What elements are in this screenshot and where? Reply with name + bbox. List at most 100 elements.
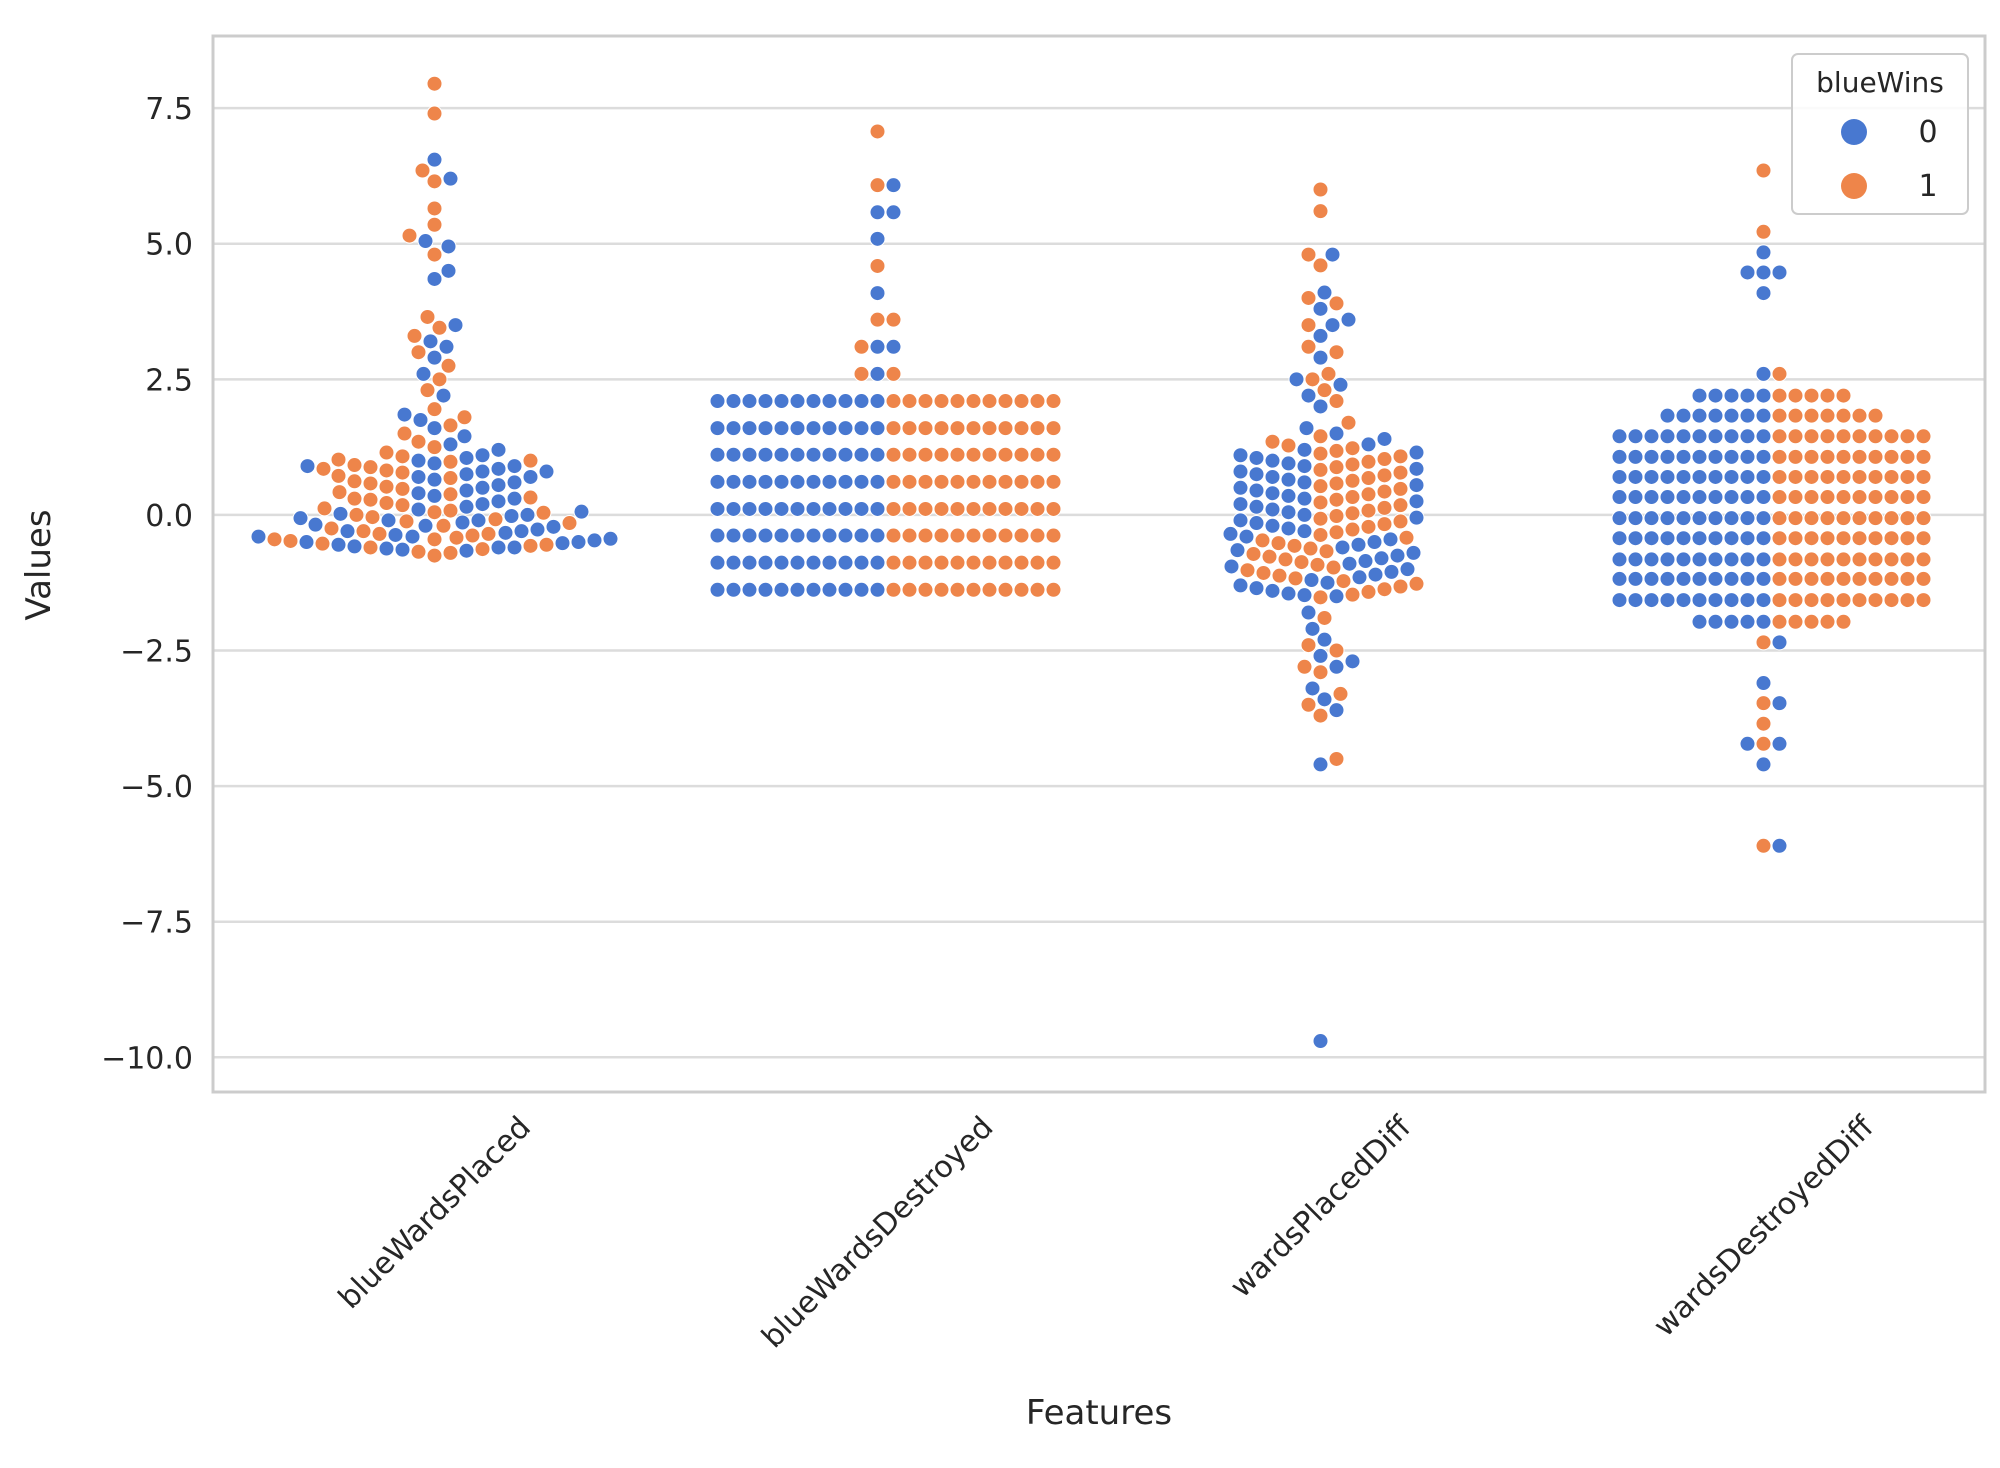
swarm-point — [394, 497, 411, 514]
swarm-point — [1803, 592, 1820, 609]
swarm-point — [442, 453, 459, 470]
swarm-point — [330, 467, 347, 484]
swarm-point — [1312, 428, 1329, 445]
swarm-point — [1408, 493, 1425, 510]
swarm-point — [997, 527, 1014, 544]
swarm-point — [1408, 444, 1425, 461]
swarm-point — [1787, 489, 1804, 506]
swarm-point — [1707, 448, 1724, 465]
swarm-point — [1318, 543, 1335, 560]
swarm-point — [1264, 582, 1281, 599]
swarm-point — [1787, 448, 1804, 465]
swarm-point — [378, 478, 395, 495]
swarm-point — [1627, 551, 1644, 568]
swarm-point — [1867, 510, 1884, 527]
swarm-point — [741, 420, 758, 437]
swarm-point — [1899, 570, 1916, 587]
swarm-point — [1312, 647, 1329, 664]
swarm-point — [757, 473, 774, 490]
swarm-point — [869, 123, 886, 140]
swarm-point — [1296, 506, 1313, 523]
swarm-point — [869, 230, 886, 247]
swarm-point — [869, 393, 886, 410]
swarm-point — [1312, 327, 1329, 344]
swarm-point — [1803, 468, 1820, 485]
swarm-point — [442, 417, 459, 434]
swarm-point — [442, 544, 459, 561]
swarm-point — [1319, 574, 1336, 591]
swarm-point — [933, 527, 950, 544]
swarm-point — [1312, 203, 1329, 220]
swarm-point — [435, 387, 452, 404]
swarm-point — [885, 365, 902, 382]
swarm-point — [933, 473, 950, 490]
swarm-point — [426, 200, 443, 217]
swarm-point — [1316, 284, 1333, 301]
swarm-point — [949, 581, 966, 598]
swarm-point — [1739, 407, 1756, 424]
swarm-point — [1659, 592, 1676, 609]
swarm-point — [1771, 837, 1788, 854]
y-tick-label: −10.0 — [101, 1041, 193, 1076]
swarm-point — [1819, 489, 1836, 506]
swarm-point — [1755, 244, 1772, 261]
swarm-point — [1739, 387, 1756, 404]
swarm-point — [506, 490, 523, 507]
swarm-point — [1344, 456, 1361, 473]
legend-marker — [1841, 173, 1867, 199]
swarm-point — [1899, 530, 1916, 547]
swarm-point — [821, 473, 838, 490]
swarm-point — [431, 319, 448, 336]
swarm-point — [853, 393, 870, 410]
swarm-point — [1360, 518, 1377, 535]
swarm-point — [1819, 551, 1836, 568]
swarm-point — [1755, 634, 1772, 651]
swarm-point — [1296, 441, 1313, 458]
swarm-point — [1392, 464, 1409, 481]
swarm-point — [1312, 756, 1329, 773]
swarm-point — [1312, 664, 1329, 681]
swarm-point — [1376, 430, 1393, 447]
swarm-point — [316, 500, 333, 517]
swarm-point — [346, 473, 363, 490]
swarm-point — [805, 500, 822, 517]
swarm-point — [1270, 535, 1287, 552]
swarm-point — [1819, 592, 1836, 609]
swarm-point — [299, 458, 316, 475]
swarm-point — [490, 441, 507, 458]
swarm-point — [1344, 586, 1361, 603]
swarm-point — [901, 473, 918, 490]
swarm-point — [330, 536, 347, 553]
swarm-point — [1771, 489, 1788, 506]
swarm-point — [362, 491, 379, 508]
swarm-point — [837, 473, 854, 490]
swarm-point — [1376, 581, 1393, 598]
swarm-point — [1707, 510, 1724, 527]
swarm-point — [773, 446, 790, 463]
swarm-point — [1771, 387, 1788, 404]
swarm-point — [773, 473, 790, 490]
swarm-point — [1367, 566, 1384, 583]
swarm-point — [1755, 387, 1772, 404]
swarm-point — [741, 393, 758, 410]
swarm-point — [997, 393, 1014, 410]
swarm-point — [709, 446, 726, 463]
swarm-point — [1755, 735, 1772, 752]
swarm-point — [1771, 634, 1788, 651]
swarm-point — [1280, 471, 1297, 488]
swarm-point — [1675, 510, 1692, 527]
swarm-point — [965, 420, 982, 437]
swarm-point — [869, 338, 886, 355]
swarm-point — [394, 448, 411, 465]
swarm-point — [885, 338, 902, 355]
swarm-point — [506, 474, 523, 491]
swarm-point — [773, 554, 790, 571]
swarm-point — [250, 528, 267, 545]
swarm-point — [869, 554, 886, 571]
swarm-point — [1707, 489, 1724, 506]
swarm-point — [1264, 501, 1281, 518]
swarm-point — [1755, 510, 1772, 527]
swarm-point — [355, 523, 372, 540]
swarm-point — [1803, 530, 1820, 547]
swarm-point — [1835, 489, 1852, 506]
